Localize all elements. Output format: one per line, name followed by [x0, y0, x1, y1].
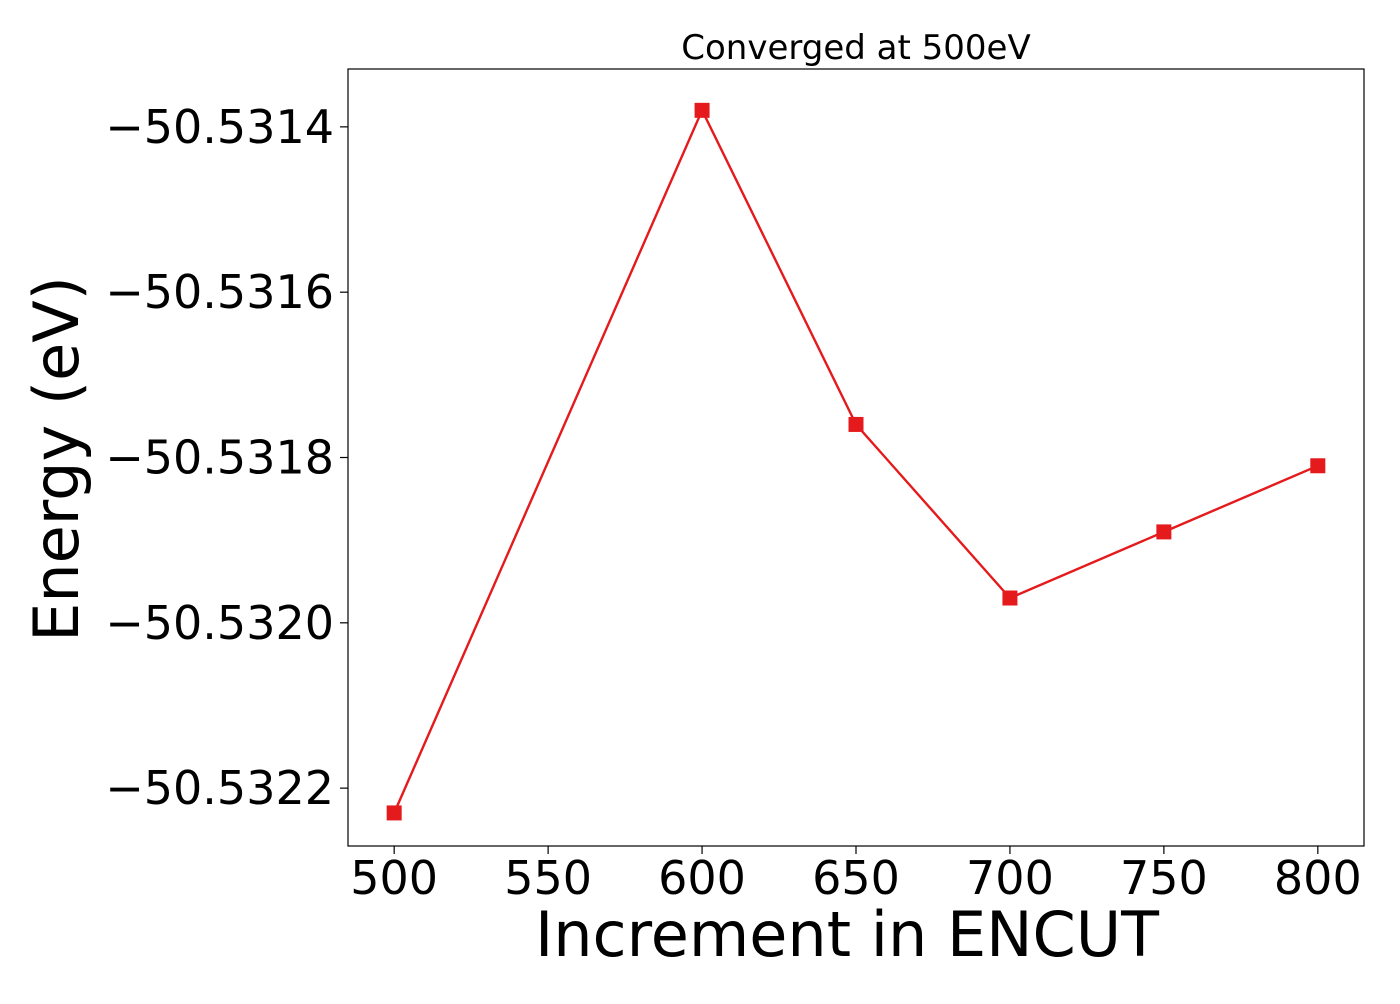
data-point-marker: [848, 416, 864, 432]
series-line: [393, 109, 1319, 814]
chart-title: Converged at 500eV: [681, 28, 1030, 68]
y-tick-label: −50.5320: [105, 596, 334, 650]
x-tick-label: 700: [966, 851, 1054, 905]
data-point-marker: [1156, 524, 1172, 540]
x-tick-label: 500: [350, 851, 438, 905]
data-point-marker: [694, 102, 710, 118]
data-point-marker: [1002, 590, 1018, 606]
data-point-marker: [1310, 458, 1326, 474]
plot-area-frame: [347, 68, 1365, 847]
x-tick-label: 600: [658, 851, 746, 905]
y-axis-label: Energy (eV): [20, 276, 93, 642]
x-tick-label: 750: [1120, 851, 1208, 905]
x-tick-label: 800: [1274, 851, 1362, 905]
series-layer: [386, 102, 1326, 821]
y-tick-label: −50.5316: [105, 265, 334, 319]
x-tick-label: 550: [504, 851, 592, 905]
x-axis-label: Increment in ENCUT: [535, 898, 1160, 971]
x-axis: 500 550 600 650 700 750 800: [350, 846, 1362, 905]
y-tick-label: −50.5322: [105, 761, 334, 815]
data-point-marker: [386, 805, 402, 821]
y-tick-label: −50.5314: [105, 100, 334, 154]
y-axis: −50.5314 −50.5316 −50.5318 −50.5320 −50.5322: [105, 100, 348, 815]
x-tick-label: 650: [812, 851, 900, 905]
y-tick-label: −50.5318: [105, 431, 334, 485]
